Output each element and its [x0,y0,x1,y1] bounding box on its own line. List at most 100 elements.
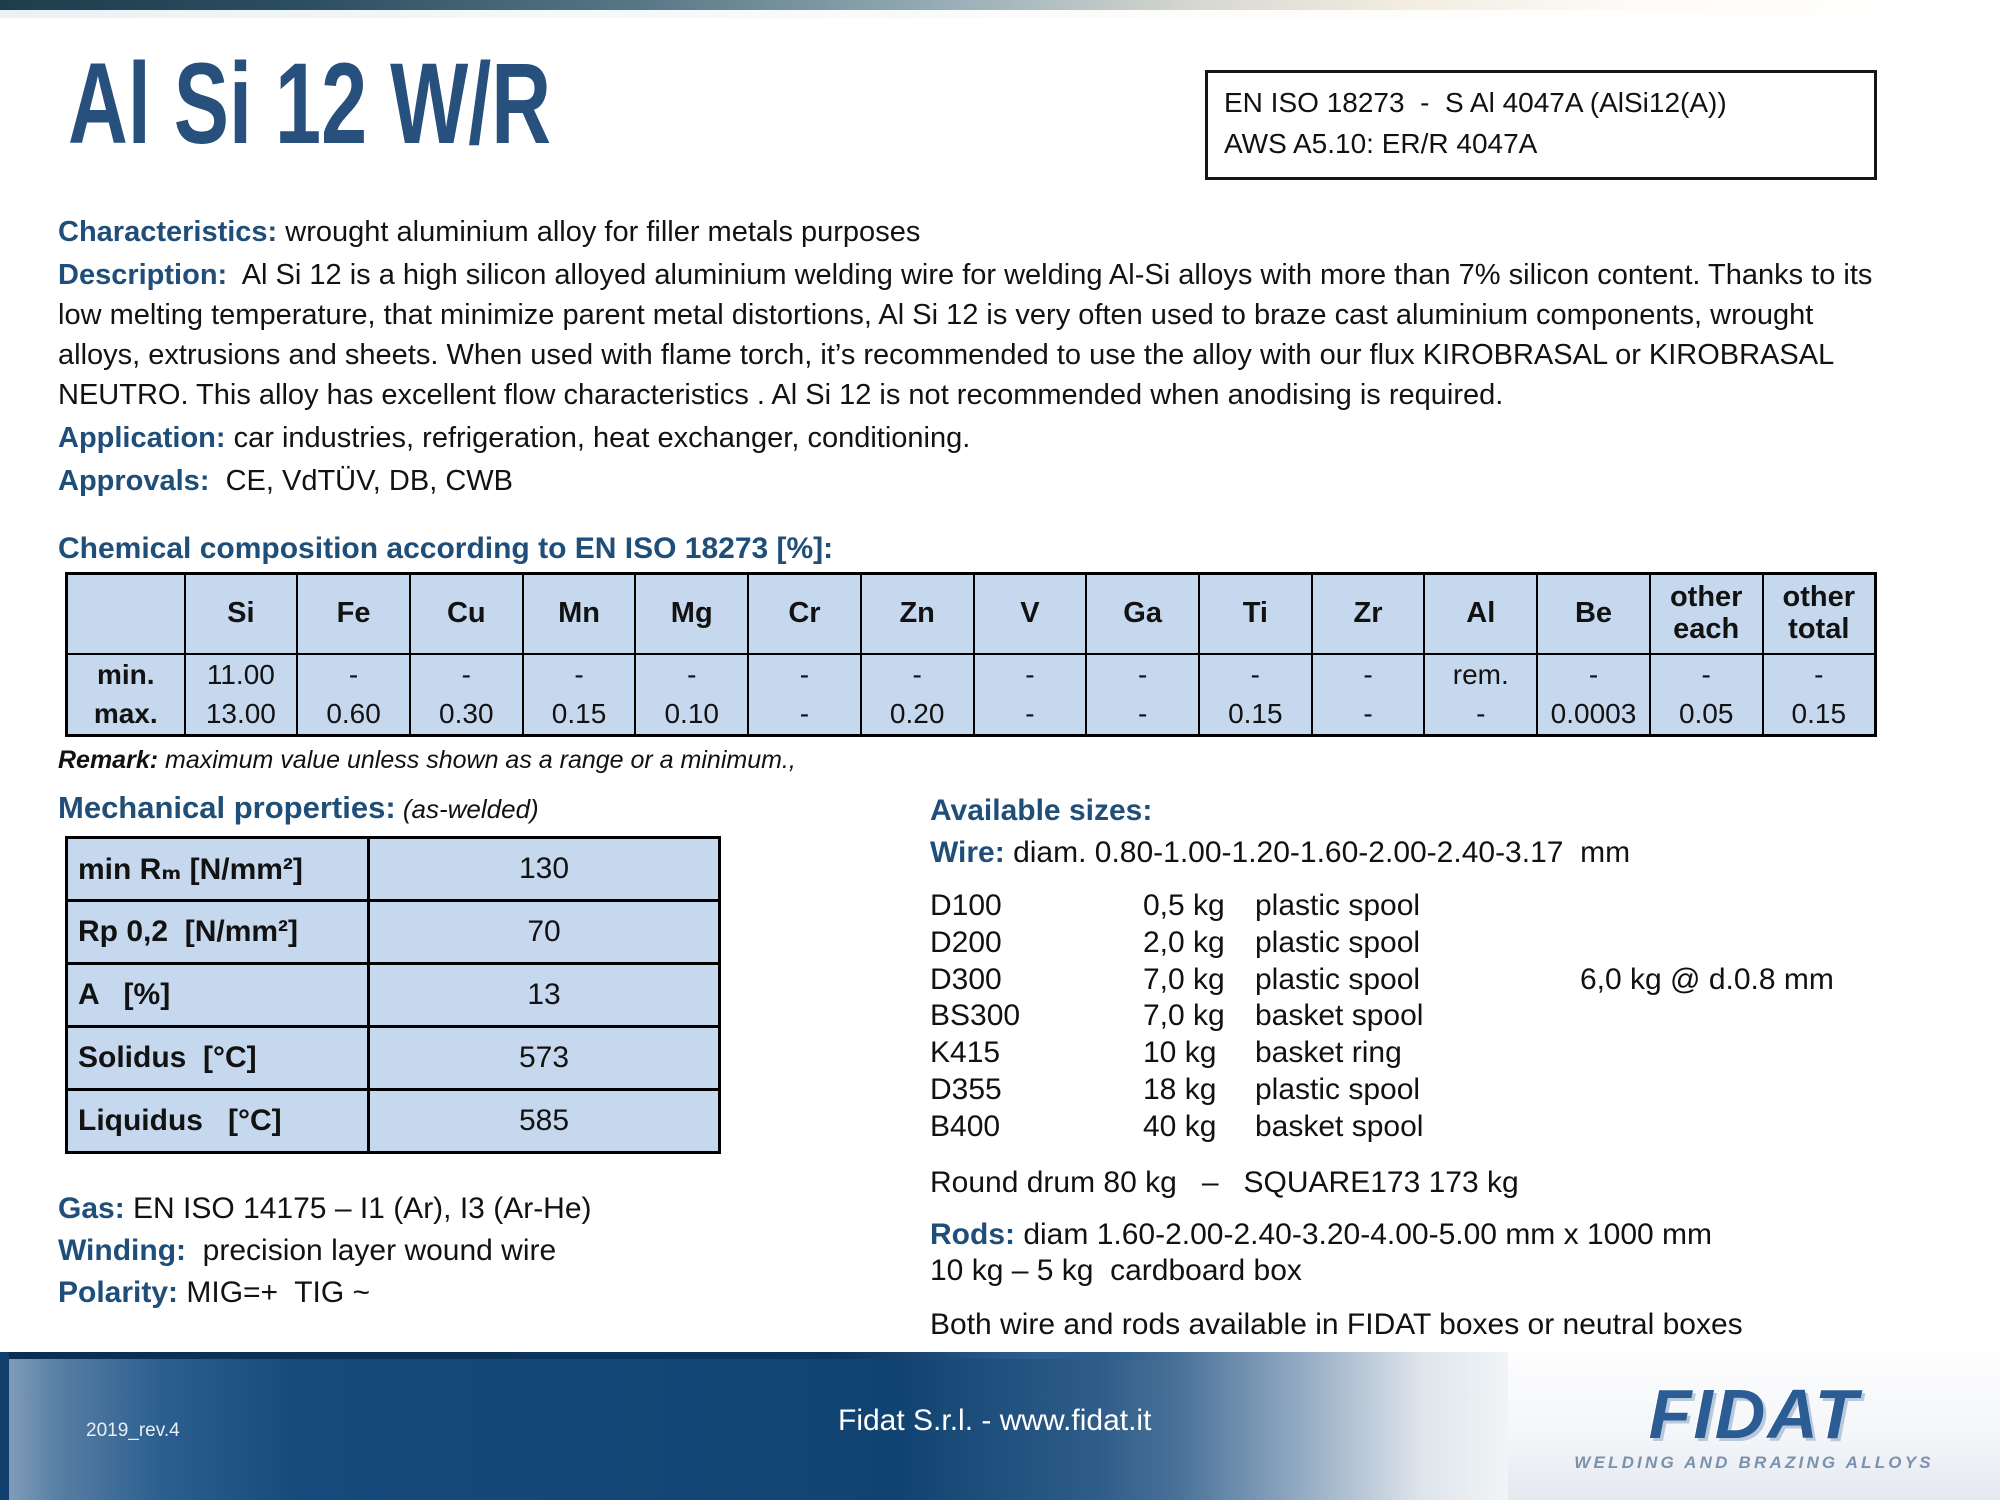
polarity-label: Polarity: [58,1276,179,1309]
chem-col-be: Be [1536,572,1651,655]
package-list: D100 0,5 kg plastic spool D200 2,0 kg plasti… [930,888,1895,1146]
wire-sizes-line: Wire: diam. 0.80-1.00-1.20-1.60-2.00-2.4… [930,836,1895,870]
approvals-label: Approvals: [58,465,210,498]
mechanical-heading-sub: (as-welded) [395,794,539,824]
chem-cell: - [972,694,1088,737]
chem-cell: 11.00 [183,652,299,695]
chem-col-ga: Ga [1085,572,1200,655]
package-note [1580,1109,1895,1146]
package-code: K415 [930,1036,1001,1070]
chem-row-max-label: max. [65,694,186,737]
polarity-text: MIG=+ TIG ~ [178,1276,371,1309]
chem-col-blank [65,572,186,655]
chem-col-cr: Cr [747,572,862,655]
mech-value: 585 [367,1088,721,1154]
available-sizes-heading: Available sizes: [930,794,1153,827]
package-type: plastic spool [1255,962,1421,996]
chem-cell: - [521,652,637,695]
chem-cell: - [1423,694,1539,737]
fidat-logo-panel: FIDAT WELDING AND BRAZING ALLOYS [1508,1352,2000,1500]
mech-label: Rp 0,2 [N/mm²] [65,899,370,965]
package-note [1580,888,1895,925]
chem-cell: 0.30 [408,694,524,737]
winding-line: Winding: precision layer wound wire [58,1230,592,1272]
mechanical-heading-label: Mechanical properties: [58,790,396,825]
chem-cell: 0.05 [1648,694,1764,737]
chem-cell: - [1761,652,1877,695]
mech-label: Liquidus [°C] [65,1088,370,1154]
chemical-table-wrap: Si Fe Cu Mn Mg Cr Zn V Ga Ti Zr Al Be ot… [65,572,1877,737]
description-paragraph: Description: Al Si 12 is a high silicon … [58,255,1903,415]
chem-cell: - [296,652,411,695]
application-text: car industries, refrigeration, heat exch… [225,422,971,455]
remark-label: Remark: [58,746,159,774]
rods-text: diam 1.60-2.00-2.40-3.20-4.00-5.00 mm x … [1015,1217,1713,1251]
remark-text: maximum value unless shown as a range or… [158,746,796,774]
top-accent-bar-light [0,10,2000,18]
intro-section: Characteristics: wrought aluminium alloy… [58,212,1903,501]
package-type: basket spool [1255,999,1424,1033]
chem-cell: 0.0003 [1536,694,1651,737]
mech-value: 573 [367,1025,721,1091]
package-note [1580,998,1895,1035]
chem-cell: - [1310,652,1426,695]
chem-col-other-total: other total [1761,572,1877,655]
company-text: Fidat S.r.l. - www.fidat.it [838,1404,1152,1437]
mech-row: min Rₘ [N/mm²] 130 [65,836,721,902]
application-line: Application: car industries, refrigerati… [58,418,1903,458]
gas-label: Gas: [58,1192,125,1225]
package-note [1580,925,1895,962]
characteristics-text: wrought aluminium alloy for filler metal… [277,216,921,248]
mechanical-properties-table: min Rₘ [N/mm²] 130 Rp 0,2 [N/mm²] 70 A [… [65,836,721,1154]
mech-row: Solidus [°C] 573 [65,1025,721,1091]
chem-cell: 0.15 [1197,694,1313,737]
chem-cell: - [1085,694,1200,737]
package-weight: 40 kg [1143,1109,1217,1143]
package-weight: 0,5 kg [1143,889,1225,922]
rods-box-line: 10 kg – 5 kg cardboard box [930,1253,1302,1287]
package-code: D355 [930,1072,1002,1106]
package-type: basket ring [1255,1036,1402,1070]
gas-text: EN ISO 14175 – I1 (Ar), I3 (Ar-He) [124,1192,592,1225]
chemical-composition-table: Si Fe Cu Mn Mg Cr Zn V Ga Ti Zr Al Be ot… [65,572,1877,737]
revision-text: 2019_rev.4 [86,1420,180,1441]
both-availability-line: Both wire and rods available in FIDAT bo… [930,1307,1743,1341]
mech-value: 13 [367,962,721,1028]
chem-cell: 0.15 [1761,694,1877,737]
description-text: Al Si 12 is a high silicon alloyed alumi… [58,259,1881,412]
rods-label: Rods: [930,1217,1015,1251]
package-code: B400 [930,1109,1001,1143]
chem-col-zn: Zn [859,572,975,655]
fidat-logo-tagline: WELDING AND BRAZING ALLOYS [1574,1453,1934,1472]
chem-cell: rem. [1423,652,1539,695]
mech-label: min Rₘ [N/mm²] [65,836,370,902]
wire-text: diam. 0.80-1.00-1.20-1.60-2.00-2.40-3.17… [1004,836,1631,869]
chem-cell: - [1085,652,1200,695]
chem-cell: - [859,652,975,695]
chem-col-cu: Cu [408,572,524,655]
chem-col-si: Si [183,572,299,655]
chem-col-mg: Mg [634,572,750,655]
chem-cell: 0.10 [634,694,750,737]
package-weight: 18 kg [1143,1072,1217,1106]
polarity-line: Polarity: MIG=+ TIG ~ [58,1272,592,1314]
package-note [1580,1035,1895,1072]
package-weight: 7,0 kg [1143,999,1225,1033]
chem-cell: 0.20 [859,694,975,737]
package-code: D300 [930,962,1002,996]
chem-cell: - [1197,652,1313,695]
package-weight: 10 kg [1143,1036,1217,1070]
rods-line: Rods: diam 1.60-2.00-2.40-3.20-4.00-5.00… [930,1218,1895,1252]
package-type: plastic spool [1255,925,1421,959]
chem-cell: - [972,652,1088,695]
chem-col-zr: Zr [1310,572,1426,655]
chem-row-min-label: min. [65,652,186,695]
mechanical-section-heading: Mechanical properties: (as-welded) [58,790,539,826]
standards-box: EN ISO 18273 - S Al 4047A (AlSi12(A)) AW… [1205,70,1877,180]
package-code: D100 [930,889,1002,922]
process-info-section: Gas: EN ISO 14175 – I1 (Ar), I3 (Ar-He) … [58,1188,592,1314]
mech-row: Liquidus [°C] 585 [65,1088,721,1154]
package-weight: 2,0 kg [1143,925,1225,959]
mechanical-table-wrap: min Rₘ [N/mm²] 130 Rp 0,2 [N/mm²] 70 A [… [65,836,721,1154]
